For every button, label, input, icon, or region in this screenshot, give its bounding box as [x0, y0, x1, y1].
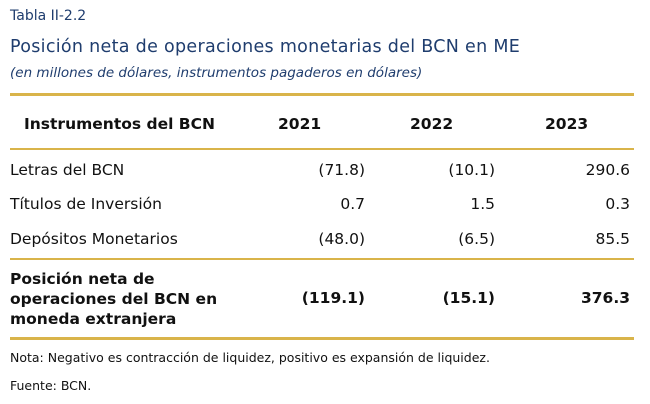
- row-value: (71.8): [318, 161, 365, 179]
- row-value: 85.5: [595, 230, 630, 248]
- row-value: 290.6: [585, 161, 630, 179]
- row-value: 0.7: [340, 195, 365, 213]
- header-instruments: Instrumentos del BCN: [24, 115, 215, 133]
- total-label: Posición neta de operaciones del BCN en …: [10, 269, 217, 329]
- table-subtitle: (en millones de dólares, instrumentos pa…: [10, 65, 423, 81]
- total-label-line: moneda extranjera: [10, 310, 177, 328]
- row-value: (10.1): [448, 161, 495, 179]
- header-2023: 2023: [545, 115, 589, 133]
- total-value: (119.1): [301, 289, 365, 307]
- total-value: 376.3: [580, 289, 630, 307]
- row-label: Títulos de Inversión: [10, 195, 162, 213]
- total-label-line: operaciones del BCN en: [10, 290, 218, 308]
- row-label: Depósitos Monetarios: [10, 230, 178, 248]
- header-rule: [10, 148, 634, 150]
- row-label: Letras del BCN: [10, 161, 125, 179]
- row-value: (6.5): [458, 230, 495, 248]
- table-label: Tabla II-2.2: [10, 8, 87, 24]
- top-rule: [10, 93, 634, 96]
- total-value: (15.1): [442, 289, 495, 307]
- total-rule: [10, 258, 634, 260]
- bottom-rule: [10, 337, 634, 340]
- table-title: Posición neta de operaciones monetarias …: [10, 37, 521, 57]
- header-2022: 2022: [410, 115, 454, 133]
- row-value: (48.0): [318, 230, 365, 248]
- table-note: Nota: Negativo es contracción de liquide…: [10, 350, 490, 365]
- table-source: Fuente: BCN.: [10, 378, 92, 393]
- total-label-line: Posición neta de: [10, 270, 155, 288]
- row-value: 0.3: [605, 195, 630, 213]
- row-value: 1.5: [470, 195, 495, 213]
- header-2021: 2021: [278, 115, 322, 133]
